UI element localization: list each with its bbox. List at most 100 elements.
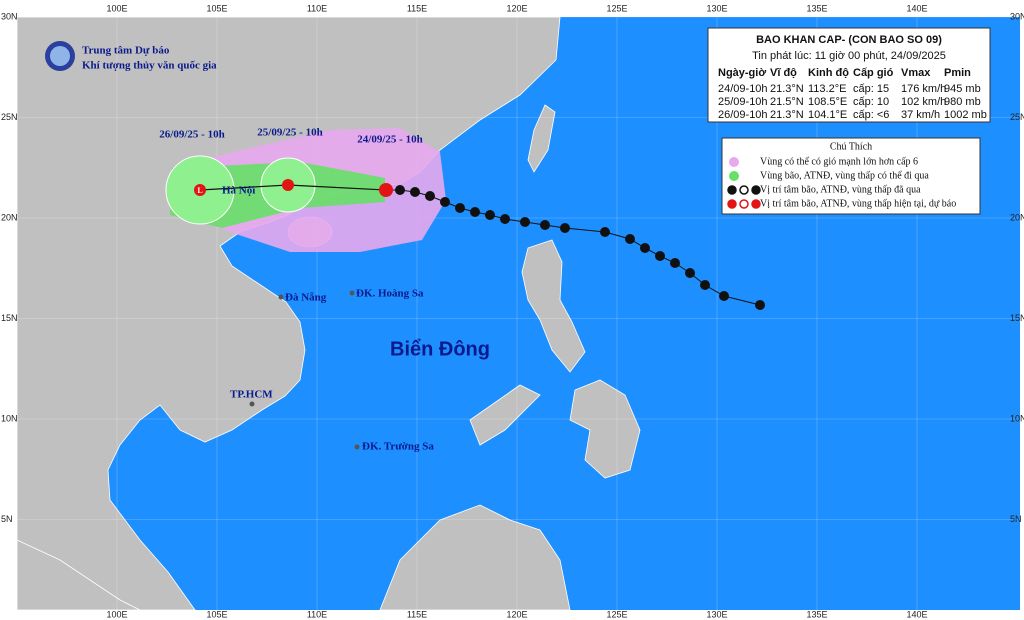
table-cell: 176 km/h <box>901 83 946 95</box>
legend-item: Vùng có thể có gió mạnh lớn hơn cấp 6 <box>760 156 918 167</box>
track-time-label: 25/09/25 - 10h <box>257 127 322 139</box>
table-cell: 945 mb <box>944 83 981 95</box>
place-label: ĐK. Hoàng Sa <box>356 288 424 300</box>
legend-icon <box>739 185 749 195</box>
lat-label: 30N <box>1 11 18 21</box>
past-center <box>670 258 680 268</box>
lat-label: 15N <box>1010 313 1024 323</box>
lon-label: 140E <box>906 3 927 13</box>
table-header: Ngày-giờ <box>718 67 766 79</box>
sea-label: Biển Đông <box>390 338 490 360</box>
past-center <box>500 214 510 224</box>
legend-title: Chú Thích <box>830 141 872 152</box>
place-dot <box>278 294 284 300</box>
legend-icon <box>739 199 749 209</box>
table-header: Cấp gió <box>853 67 894 79</box>
lon-label: 125E <box>606 609 627 619</box>
table-cell: 980 mb <box>944 96 981 108</box>
legend-icon <box>751 199 761 209</box>
org-name: Trung tâm Dự báo <box>82 45 170 57</box>
place-dot <box>349 290 355 296</box>
lat-label: 5N <box>1010 514 1022 524</box>
past-center <box>655 251 665 261</box>
table-cell: 25/09-10h <box>718 96 768 108</box>
table-header: Vmax <box>901 67 931 79</box>
past-center <box>685 268 695 278</box>
table-cell: cấp: <6 <box>853 109 889 121</box>
lon-label: 110E <box>307 3 327 13</box>
lat-label: 20N <box>1 212 18 222</box>
past-center <box>520 217 530 227</box>
logo <box>45 41 75 71</box>
legend-icon <box>727 199 737 209</box>
lon-label: 110E <box>307 609 327 619</box>
past-center <box>410 187 420 197</box>
past-center <box>455 203 465 213</box>
lon-label: 100E <box>106 609 127 619</box>
legend-icon <box>727 185 737 195</box>
table-cell: 102 km/h <box>901 96 946 108</box>
legend-item: Vùng bão, ATNĐ, vùng thấp có thể đi qua <box>760 170 929 181</box>
past-center <box>600 227 610 237</box>
lon-label: 135E <box>806 3 827 13</box>
place-label: Đà Nẵng <box>285 292 327 304</box>
lat-label: 25N <box>1 112 18 122</box>
track-time-label: 24/09/25 - 10h <box>357 134 422 146</box>
lon-label: 130E <box>706 609 727 619</box>
table-cell: cấp: 10 <box>853 96 889 108</box>
lat-label: 10N <box>1010 413 1024 423</box>
past-center <box>440 197 450 207</box>
place-label: TP.HCM <box>230 389 273 401</box>
table-cell: 104.1°E <box>808 109 847 121</box>
table-header: Pmin <box>944 67 971 79</box>
bulletin-issued: Tin phát lúc: 11 giờ 00 phút, 24/09/2025 <box>752 50 946 62</box>
legend-box <box>721 137 981 215</box>
table-cell: 1002 mb <box>944 109 987 121</box>
table-cell: 26/09-10h <box>718 109 768 121</box>
past-center <box>625 234 635 244</box>
table-header: Vĩ độ <box>770 67 797 79</box>
table-cell: 21.5°N <box>770 96 804 108</box>
lon-label: 130E <box>706 3 727 13</box>
table-cell: 108.5°E <box>808 96 847 108</box>
table-header: Kinh độ <box>808 67 849 79</box>
lat-label: 5N <box>1 514 13 524</box>
lat-label: 25N <box>1010 112 1024 122</box>
table-cell: 21.3°N <box>770 109 804 121</box>
lon-label: 140E <box>906 609 927 619</box>
legend-item: Vị trí tâm bão, ATNĐ, vùng thấp hiện tại… <box>760 198 956 209</box>
past-center <box>640 243 650 253</box>
place-dot <box>249 401 255 407</box>
legend-icon <box>751 185 761 195</box>
bulletin-title: BAO KHAN CAP- (CON BAO SO 09) <box>756 34 942 46</box>
lat-label: 10N <box>1 413 18 423</box>
legend-swatch <box>729 171 739 181</box>
past-center <box>470 207 480 217</box>
low-icon: L <box>197 186 202 195</box>
lon-label: 135E <box>806 609 827 619</box>
table-cell: 37 km/h <box>901 109 940 121</box>
lat-label: 20N <box>1010 212 1024 222</box>
lon-label: 120E <box>506 3 527 13</box>
bulletin-box <box>707 27 991 123</box>
past-center <box>395 185 405 195</box>
org-name: Khí tượng thủy văn quốc gia <box>82 60 217 72</box>
past-center <box>700 280 710 290</box>
lon-label: 125E <box>606 3 627 13</box>
table-cell: 113.2°E <box>808 83 846 95</box>
lon-label: 105E <box>206 3 227 13</box>
legend-item: Vị trí tâm bão, ATNĐ, vùng thấp đã qua <box>760 184 921 195</box>
track-time-label: 26/09/25 - 10h <box>159 129 224 141</box>
place-label: Hà Nội <box>222 185 255 197</box>
past-center <box>425 191 435 201</box>
place-label: ĐK. Trường Sa <box>362 441 434 453</box>
lon-label: 100E <box>106 3 127 13</box>
lon-label: 115E <box>407 609 427 619</box>
past-center <box>540 220 550 230</box>
forecast-center <box>282 179 294 191</box>
table-cell: 24/09-10h <box>718 83 768 95</box>
lon-label: 120E <box>506 609 527 619</box>
table-cell: 21.3°N <box>770 83 804 95</box>
lon-label: 105E <box>206 609 227 619</box>
